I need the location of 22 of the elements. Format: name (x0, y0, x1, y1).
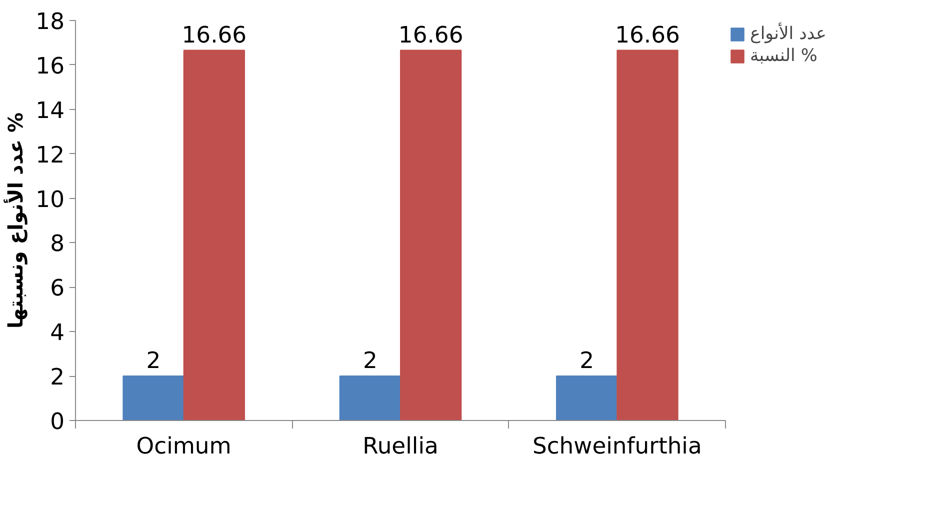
legend-label: عدد الأنواع (750, 24, 826, 44)
y-tick-label: 18 (36, 9, 65, 35)
y-tick-label: 2 (50, 364, 65, 391)
data-label: 2 (146, 348, 161, 374)
data-label: 2 (580, 348, 594, 374)
y-tick-label: 4 (50, 320, 65, 346)
y-tick-label: 10 (36, 186, 65, 213)
data-label: 16.66 (182, 22, 247, 48)
y-tick-label: 14 (36, 98, 65, 124)
data-label: 2 (362, 348, 378, 374)
x-tick-label: Schweinfurthia (532, 434, 702, 460)
data-label: 16.66 (615, 22, 680, 48)
legend-label: النسبة % (750, 46, 818, 66)
y-tick-label: 8 (50, 231, 65, 258)
data-label: 16.66 (398, 22, 464, 48)
y-tick-label: 6 (50, 276, 65, 302)
y-tick-label: 16 (36, 53, 65, 80)
y-tick-label: 0 (50, 409, 65, 435)
x-tick-label: Ruellia (362, 434, 438, 460)
x-tick-label: Ocimum (136, 434, 232, 460)
y-axis-title: عدد الأنواع ونسبتها % (4, 112, 28, 329)
y-tick-label: 12 (36, 142, 65, 168)
